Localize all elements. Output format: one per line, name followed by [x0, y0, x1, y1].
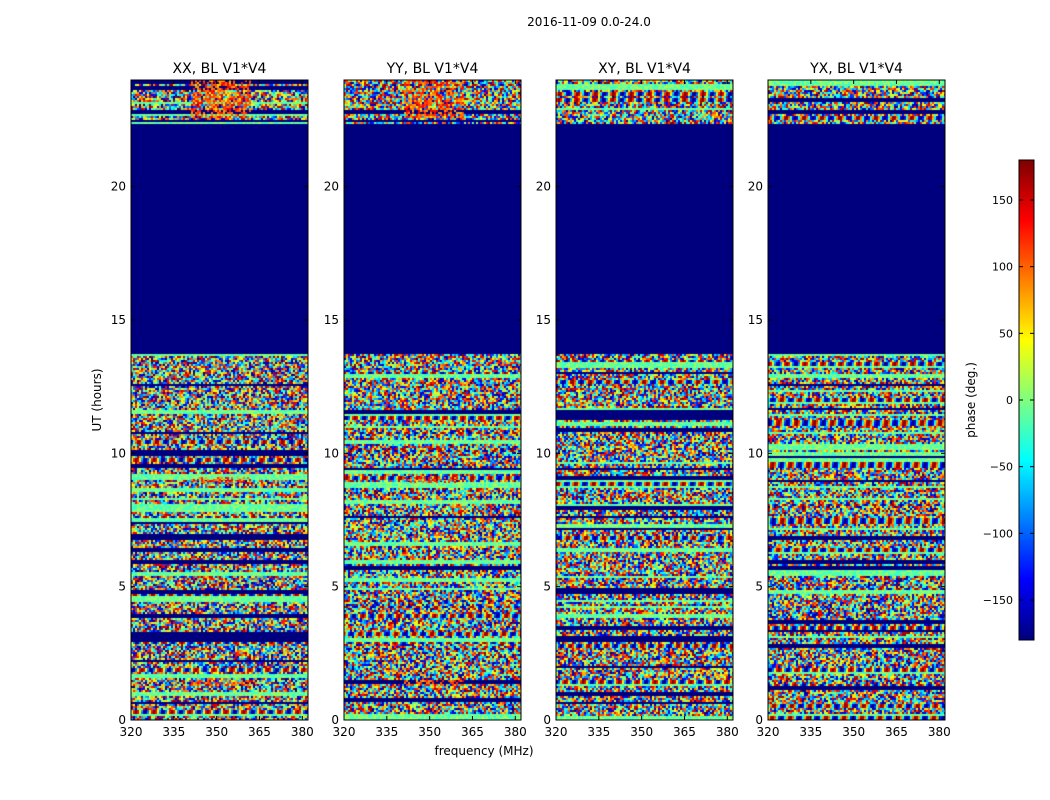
- x-tick-label: 365: [461, 725, 484, 739]
- y-tick-label: 20: [748, 180, 763, 194]
- x-tick-label: 350: [842, 725, 865, 739]
- y-tick-label: 5: [118, 580, 126, 594]
- y-tick-label: 5: [543, 580, 551, 594]
- panel-frame: [767, 79, 946, 721]
- y-tick-label: 10: [324, 446, 339, 460]
- y-tick-label: 15: [111, 313, 126, 327]
- y-tick-label: 0: [331, 713, 339, 727]
- heatmap-image: [768, 80, 945, 720]
- panel-frame: [555, 79, 734, 721]
- y-tick-label: 15: [748, 313, 763, 327]
- panel-title: YY, BL V1*V4: [386, 61, 479, 77]
- panel-title: XX, BL V1*V4: [173, 61, 267, 77]
- colorbar: −150 −100 −50 0 50 100 150: [983, 159, 1035, 641]
- x-tick-label: 350: [418, 725, 441, 739]
- colorbar-tick-label: 100: [992, 261, 1013, 274]
- y-tick-label: 0: [543, 713, 551, 727]
- y-tick-label: 10: [111, 446, 126, 460]
- x-tick-label: 365: [885, 725, 908, 739]
- colorbar-tick-label: 0: [1006, 394, 1013, 407]
- colorbar-gradient: [1019, 160, 1034, 640]
- y-tick-label: 10: [748, 446, 763, 460]
- heatmap-image: [556, 80, 733, 720]
- x-tick-label: 335: [587, 725, 610, 739]
- figure-suptitle: 2016-11-09 0.0-24.0: [527, 15, 651, 29]
- panel-title: XY, BL V1*V4: [598, 61, 691, 77]
- x-tick-label: 320: [545, 725, 568, 739]
- x-tick-label: 380: [504, 725, 527, 739]
- x-tick-label: 350: [205, 725, 228, 739]
- y-tick-label: 0: [755, 713, 763, 727]
- x-tick-label: 365: [248, 725, 271, 739]
- panel-frame: [343, 79, 522, 721]
- x-tick-label: 365: [673, 725, 696, 739]
- x-tick-label: 380: [928, 725, 951, 739]
- x-tick-label: 320: [333, 725, 356, 739]
- panel-xy: XY, BL V1*V4 320 335 350 365 380 0 5 10 15 20: [536, 61, 739, 739]
- y-tick-label: 15: [536, 313, 551, 327]
- y-tick-label: 20: [111, 180, 126, 194]
- panel-title: YX, BL V1*V4: [809, 61, 903, 77]
- y-tick-label: 5: [331, 580, 339, 594]
- panel-frame: [130, 79, 309, 721]
- panel-xx: XX, BL V1*V4 320 335 350 365 380 0 5 10 15 20: [111, 61, 314, 739]
- y-tick-label: 10: [536, 446, 551, 460]
- x-tick-label: 320: [757, 725, 780, 739]
- x-tick-label: 335: [799, 725, 822, 739]
- colorbar-tick-label: 150: [992, 194, 1013, 207]
- y-tick-label: 20: [324, 180, 339, 194]
- colorbar-tick-label: −100: [983, 527, 1013, 540]
- heatmap-image: [131, 80, 308, 720]
- y-tick-label: 5: [755, 580, 763, 594]
- y-axis-label: UT (hours): [90, 368, 104, 431]
- x-tick-label: 380: [716, 725, 739, 739]
- x-tick-label: 320: [120, 725, 143, 739]
- y-tick-label: 15: [324, 313, 339, 327]
- heatmap-image: [344, 80, 521, 720]
- x-tick-label: 380: [291, 725, 314, 739]
- panel-yy: YY, BL V1*V4 320 335 350 365 380 0 5 10 15 20: [324, 61, 527, 739]
- y-tick-label: 0: [118, 713, 126, 727]
- colorbar-tick-label: −150: [983, 594, 1013, 607]
- x-tick-label: 350: [630, 725, 653, 739]
- panel-yx: YX, BL V1*V4 320 335 350 365 380 0 5 10 15 20: [748, 61, 951, 739]
- colorbar-label: phase (deg.): [964, 362, 978, 438]
- colorbar-tick-label: −50: [990, 461, 1013, 474]
- colorbar-tick-label: 50: [999, 327, 1013, 340]
- x-tick-label: 335: [162, 725, 185, 739]
- y-tick-label: 20: [536, 180, 551, 194]
- x-axis-label: frequency (MHz): [434, 744, 533, 758]
- x-tick-label: 335: [375, 725, 398, 739]
